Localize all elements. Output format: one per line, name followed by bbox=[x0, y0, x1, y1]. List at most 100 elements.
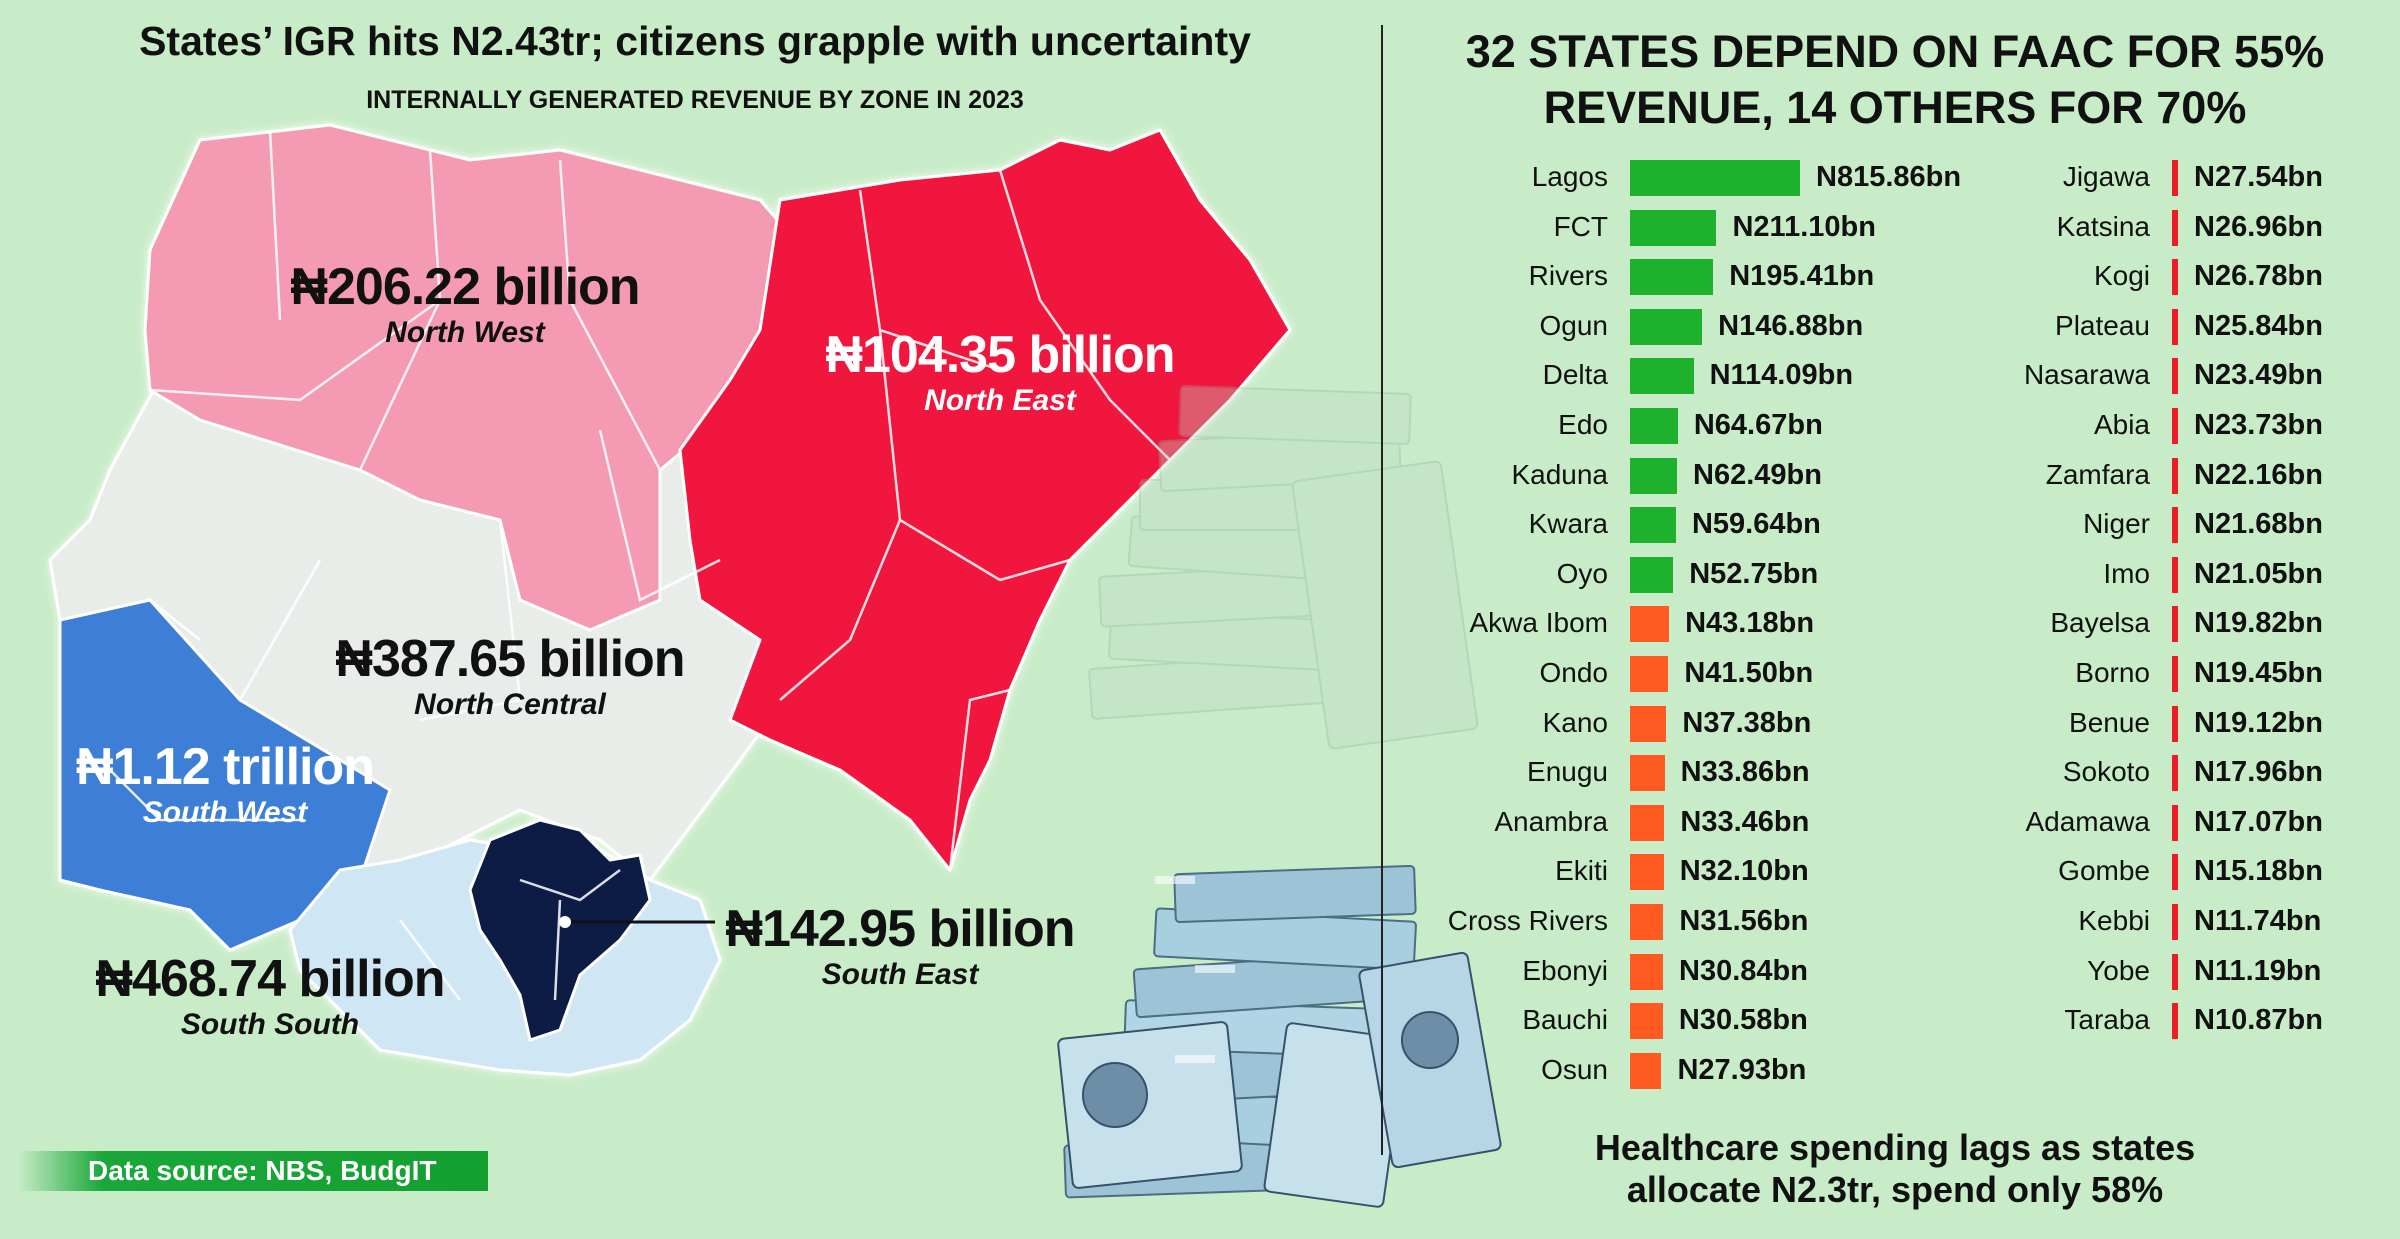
bar bbox=[1630, 507, 1676, 544]
bar-value-label: N59.64bn bbox=[1691, 508, 1821, 541]
bar-category-label: Enugu bbox=[1527, 756, 1608, 788]
bar bbox=[2172, 705, 2178, 742]
bar-value-label: N146.88bn bbox=[1718, 309, 1864, 342]
bar bbox=[1630, 755, 1665, 792]
bar-row: Gombe N15.18bn bbox=[1970, 848, 2400, 894]
left-subtitle: INTERNALLY GENERATED REVENUE BY ZONE IN … bbox=[366, 86, 1024, 114]
bar bbox=[2172, 507, 2178, 544]
bar-row: Borno N19.45bn bbox=[1970, 650, 2400, 696]
bar-value-label: N30.58bn bbox=[1678, 1004, 1808, 1037]
bar bbox=[2172, 953, 2178, 990]
bar-category-label: Bayelsa bbox=[2050, 607, 2150, 639]
bar-value-label: N11.74bn bbox=[2194, 905, 2322, 937]
zone-south-east bbox=[468, 818, 652, 1042]
bar-category-label: Sokoto bbox=[2062, 756, 2150, 788]
bar-row: Rivers N195.41bn bbox=[1428, 253, 2028, 299]
bar-category-label: Delta bbox=[1542, 359, 1608, 391]
bar-category-label: Taraba bbox=[2064, 1004, 2150, 1036]
zone-label-north-east: ₦104.35 billion North East bbox=[800, 326, 1200, 418]
bar-category-label: Ogun bbox=[1539, 309, 1609, 341]
bar-category-label: Adamawa bbox=[2025, 805, 2150, 837]
bar-value-label: N211.10bn bbox=[1732, 210, 1876, 243]
zone-name: South East bbox=[821, 958, 979, 991]
bar-category-label: Benue bbox=[2069, 706, 2150, 738]
bar-row: Lagos N815.86bn bbox=[1428, 154, 2028, 200]
bar bbox=[1630, 358, 1694, 395]
zone-amount: ₦142.95 billion bbox=[725, 900, 1075, 958]
bar-value-label: N22.16bn bbox=[2194, 458, 2323, 491]
bar-value-label: N19.45bn bbox=[2194, 657, 2323, 689]
bar-category-label: Ebonyi bbox=[1522, 954, 1608, 986]
bar-value-label: N23.49bn bbox=[2194, 359, 2323, 392]
bar bbox=[1630, 606, 1670, 643]
bar bbox=[1630, 1003, 1663, 1040]
bar-value-label: N26.78bn bbox=[2194, 260, 2323, 293]
bar bbox=[1630, 457, 1678, 494]
bar-category-label: Gombe bbox=[2058, 855, 2150, 887]
bar-row: Anambra N33.46bn bbox=[1428, 799, 2028, 845]
bar-row: Imo N21.05bn bbox=[1970, 551, 2400, 597]
bar-category-label: Kogi bbox=[2093, 260, 2150, 292]
zone-label-south-south: ₦468.74 billion South South bbox=[70, 950, 470, 1042]
bar bbox=[1630, 804, 1665, 841]
bar bbox=[2172, 755, 2178, 792]
bar-category-label: Yobe bbox=[2087, 954, 2150, 986]
bar-row: Plateau N25.84bn bbox=[1970, 303, 2400, 349]
bar-value-label: N52.75bn bbox=[1689, 557, 1819, 590]
bar bbox=[2172, 556, 2178, 593]
bar-category-label: Jigawa bbox=[2062, 161, 2150, 192]
faded-money-stack-illustration bbox=[1088, 385, 1479, 750]
bar-value-label: N41.50bn bbox=[1684, 657, 1814, 689]
bar-category-label: Anambra bbox=[1494, 805, 1608, 837]
zone-label-north-central: ₦387.65 billion North Central bbox=[300, 630, 720, 722]
bar-row: Adamawa N17.07bn bbox=[1970, 799, 2400, 845]
zone-amount: ₦468.74 billion bbox=[95, 950, 445, 1008]
bar-row: Yobe N11.19bn bbox=[1970, 948, 2400, 994]
bar-category-label: Plateau bbox=[2055, 309, 2150, 341]
bar bbox=[2172, 904, 2178, 940]
bar-row: Niger N21.68bn bbox=[1970, 501, 2400, 547]
bar-value-label: N43.18bn bbox=[1685, 607, 1815, 640]
bar-value-label: N64.67bn bbox=[1693, 409, 1823, 441]
bar bbox=[2172, 804, 2178, 841]
bar-value-label: N33.46bn bbox=[1680, 805, 1810, 838]
bar-category-label: Ekiti bbox=[1555, 855, 1608, 887]
bar-category-label: Niger bbox=[2083, 508, 2150, 540]
zone-amount: ₦104.35 billion bbox=[825, 326, 1175, 384]
bar-value-label: N31.56bn bbox=[1679, 905, 1809, 937]
bar-category-label: Zamfara bbox=[2045, 458, 2150, 490]
bar-value-label: N15.18bn bbox=[2194, 855, 2323, 888]
bar bbox=[1630, 656, 1669, 692]
bar-category-label: Oyo bbox=[1556, 557, 1608, 589]
bar bbox=[2172, 854, 2178, 891]
bar-value-label: N17.07bn bbox=[2194, 805, 2323, 838]
bar-value-label: N32.10bn bbox=[1679, 855, 1809, 888]
bar bbox=[1630, 408, 1678, 444]
zone-amount: ₦1.12 trillion bbox=[75, 738, 375, 796]
bar-category-label: Kwara bbox=[1528, 508, 1608, 540]
bar-row: Katsina N26.96bn bbox=[1970, 204, 2400, 250]
bar-category-label: Rivers bbox=[1528, 260, 1608, 292]
bar-category-label: Bauchi bbox=[1522, 1004, 1608, 1036]
bar-row: Kano N37.38bn bbox=[1428, 700, 2028, 746]
bar bbox=[1630, 953, 1664, 990]
nigeria-zone-map bbox=[48, 123, 1292, 1077]
bar-row: Ogun N146.88bn bbox=[1428, 303, 2028, 349]
bar bbox=[2172, 358, 2178, 395]
bar-category-label: Akwa Ibom bbox=[1469, 607, 1609, 639]
zone-name: South South bbox=[180, 1008, 360, 1041]
bar bbox=[1630, 1052, 1662, 1089]
footer-line-1: Healthcare spending lags as states bbox=[1594, 1127, 2196, 1168]
bar-value-label: N25.84bn bbox=[2194, 309, 2323, 342]
bar-row: Akwa Ibom N43.18bn bbox=[1428, 600, 2028, 646]
bar-row: Bauchi N30.58bn bbox=[1428, 997, 2028, 1043]
bar-value-label: N27.93bn bbox=[1677, 1053, 1807, 1086]
bar-row: Kaduna N62.49bn bbox=[1428, 452, 2028, 498]
bar-row: Delta N114.09bn bbox=[1428, 352, 2028, 398]
bar-value-label: N114.09bn bbox=[1709, 359, 1854, 392]
zone-name: North West bbox=[385, 316, 545, 349]
bar-row: Enugu N33.86bn bbox=[1428, 749, 2028, 795]
bar-value-label: N19.82bn bbox=[2194, 607, 2323, 640]
bar-value-label: N33.86bn bbox=[1680, 756, 1810, 789]
bar-row: Benue N19.12bn bbox=[1970, 700, 2400, 746]
